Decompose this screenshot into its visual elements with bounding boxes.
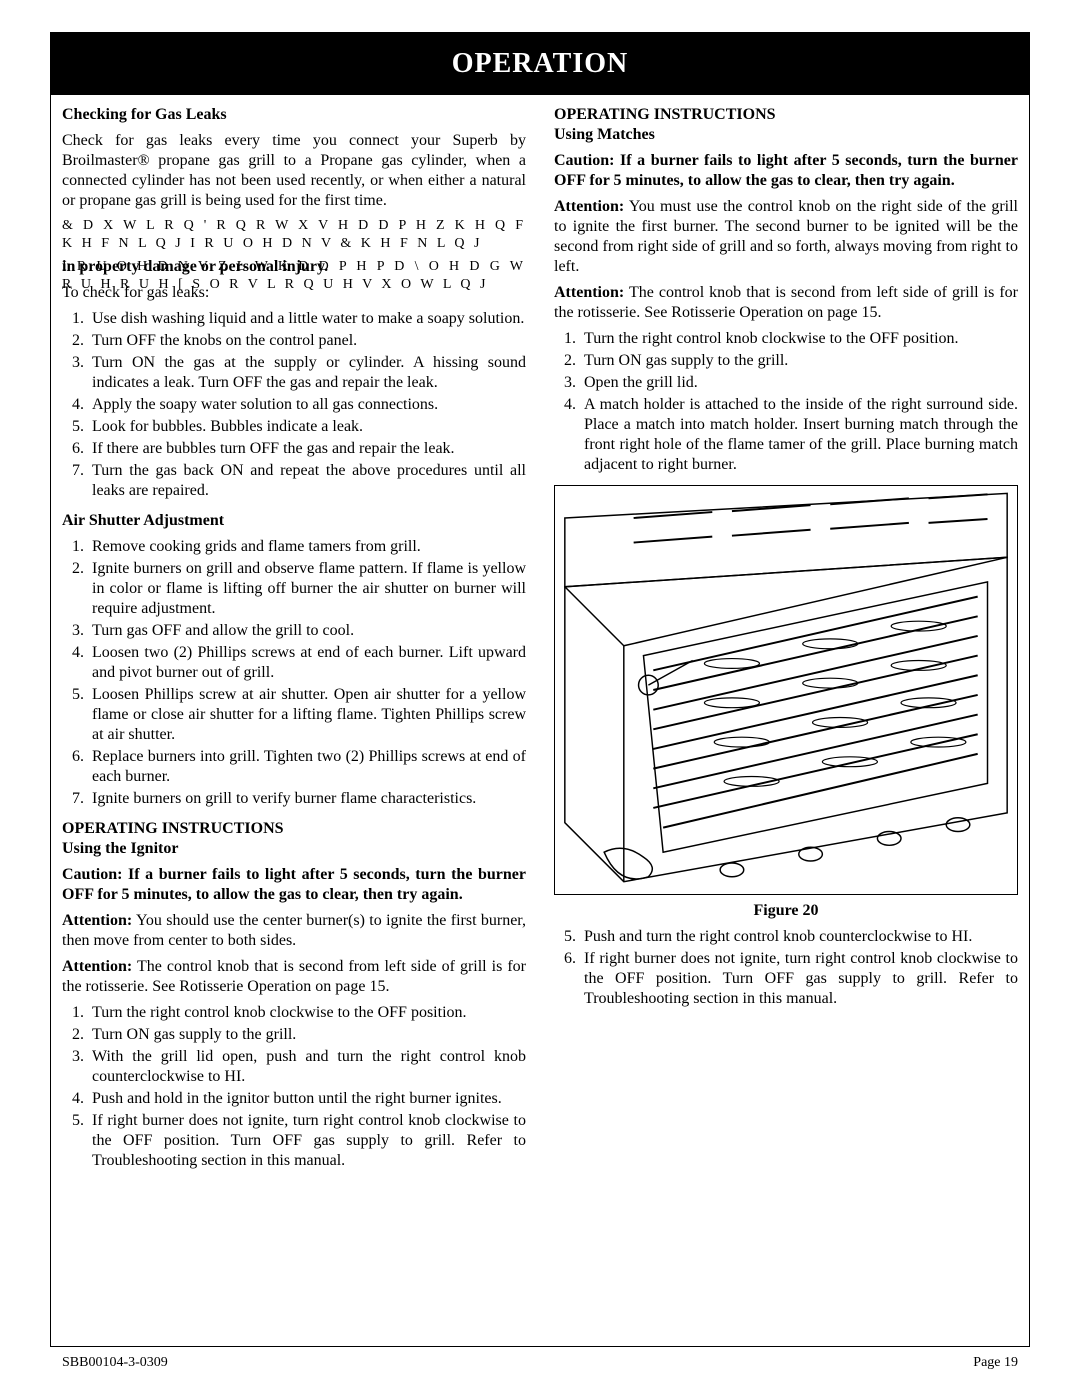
attention-text: The control knob that is second from lef… [62, 958, 526, 995]
list-item: Turn ON the gas at the supply or cylinde… [88, 353, 526, 393]
para-attention-center-burner: Attention: You should use the center bur… [62, 911, 526, 951]
heading-op-instructions-ignitor-1: OPERATING INSTRUCTIONS [62, 819, 526, 839]
list-item: Turn OFF the knobs on the control panel. [88, 331, 526, 351]
figure-caption: Figure 20 [554, 901, 1018, 921]
header-bar: OPERATION [50, 32, 1030, 95]
grill-svg [555, 486, 1017, 894]
attention-label: Attention: [62, 958, 132, 975]
attention-label: Attention: [554, 198, 624, 215]
list-item: Turn the gas back ON and repeat the abov… [88, 461, 526, 501]
list-item: If right burner does not ignite, turn ri… [580, 949, 1018, 1009]
list-item: Ignite burners on grill and observe flam… [88, 559, 526, 619]
para-attention-right-knob: Attention: You must use the control knob… [554, 197, 1018, 277]
list-air-shutter-steps: Remove cooking grids and flame tamers fr… [88, 537, 526, 809]
para-attention-rotisserie-1: Attention: The control knob that is seco… [62, 957, 526, 997]
list-item: Push and turn the right control knob cou… [580, 927, 1018, 947]
list-item: Replace burners into grill. Tighten two … [88, 747, 526, 787]
para-caution-ignitor: Caution: If a burner fails to light afte… [62, 865, 526, 905]
list-item: Loosen two (2) Phillips screws at end of… [88, 643, 526, 683]
attention-text: The control knob that is second from lef… [554, 284, 1018, 321]
para-caution-matches: Caution: If a burner fails to light afte… [554, 151, 1018, 191]
heading-op-instructions-matches-2: Using Matches [554, 125, 1018, 145]
garbled-line-1: & D X W L R Q ' R Q R W X V H D D P H Z … [62, 217, 526, 252]
list-item: Turn the right control knob clockwise to… [580, 329, 1018, 349]
attention-label: Attention: [62, 912, 132, 929]
list-item: Loosen Phillips screw at air shutter. Op… [88, 685, 526, 745]
para-gas-leaks-intro: Check for gas leaks every time you conne… [62, 131, 526, 211]
list-item: Remove cooking grids and flame tamers fr… [88, 537, 526, 557]
list-ignitor-steps: Turn the right control knob clockwise to… [88, 1003, 526, 1171]
list-item: Turn ON gas supply to the grill. [580, 351, 1018, 371]
list-item: Turn the right control knob clockwise to… [88, 1003, 526, 1023]
attention-label: Attention: [554, 284, 624, 301]
list-item: With the grill lid open, push and turn t… [88, 1047, 526, 1087]
list-item: Turn gas OFF and allow the grill to cool… [88, 621, 526, 641]
list-item: Turn ON gas supply to the grill. [88, 1025, 526, 1045]
heading-op-instructions-matches-1: OPERATING INSTRUCTIONS [554, 105, 1018, 125]
list-item: If there are bubbles turn OFF the gas an… [88, 439, 526, 459]
para-attention-rotisserie-2: Attention: The control knob that is seco… [554, 283, 1018, 323]
list-item: Push and hold in the ignitor button unti… [88, 1089, 526, 1109]
list-item: Apply the soapy water solution to all ga… [88, 395, 526, 415]
list-item: Use dish washing liquid and a little wat… [88, 309, 526, 329]
list-item: A match holder is attached to the inside… [580, 395, 1018, 475]
attention-text: You should use the center burner(s) to i… [62, 912, 526, 949]
list-matches-steps-b: Push and turn the right control knob cou… [580, 927, 1018, 1009]
list-item: Ignite burners on grill to verify burner… [88, 789, 526, 809]
list-gas-leak-steps: Use dish washing liquid and a little wat… [88, 309, 526, 501]
garbled-line-2: I R U O H D N V Z L W K D D P H P D \ O … [62, 258, 526, 293]
footer-page-number: Page 19 [973, 1354, 1018, 1372]
list-item: If right burner does not ignite, turn ri… [88, 1111, 526, 1171]
header-title: OPERATION [452, 48, 629, 79]
garbled-caution-block: & D X W L R Q ' R Q R W X V H D D P H Z … [62, 217, 526, 255]
list-item: Look for bubbles. Bubbles indicate a lea… [88, 417, 526, 437]
attention-text: You must use the control knob on the rig… [554, 198, 1018, 275]
footer-doc-id: SBB00104-3-0309 [62, 1354, 168, 1372]
page: OPERATION Checking for Gas Leaks Check f… [0, 0, 1080, 1397]
heading-gas-leaks: Checking for Gas Leaks [62, 105, 526, 125]
list-item: Open the grill lid. [580, 373, 1018, 393]
heading-air-shutter: Air Shutter Adjustment [62, 511, 526, 531]
heading-op-instructions-ignitor-2: Using the Ignitor [62, 839, 526, 859]
figure-20-grill-diagram [554, 485, 1018, 895]
content-columns: Checking for Gas Leaks Check for gas lea… [50, 105, 1030, 1181]
list-matches-steps-a: Turn the right control knob clockwise to… [580, 329, 1018, 475]
page-footer: SBB00104-3-0309 Page 19 [62, 1354, 1018, 1372]
